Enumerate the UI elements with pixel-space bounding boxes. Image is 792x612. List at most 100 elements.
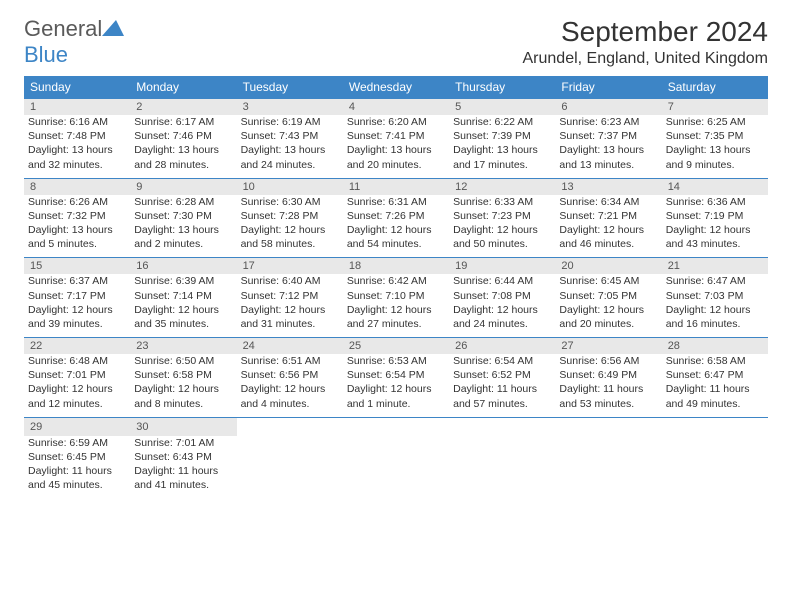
day-number-cell: 4 (343, 99, 449, 116)
day-header: Friday (555, 76, 661, 99)
day-info: Sunrise: 6:19 AMSunset: 7:43 PMDaylight:… (241, 115, 339, 172)
header: General Blue September 2024 Arundel, Eng… (24, 16, 768, 68)
day-header: Tuesday (237, 76, 343, 99)
day-info: Sunrise: 6:16 AMSunset: 7:48 PMDaylight:… (28, 115, 126, 172)
location: Arundel, England, United Kingdom (523, 50, 769, 68)
day-header-row: SundayMondayTuesdayWednesdayThursdayFrid… (24, 76, 768, 99)
day-info: Sunrise: 6:42 AMSunset: 7:10 PMDaylight:… (347, 274, 445, 331)
day-number-cell: 13 (555, 178, 661, 195)
day-info: Sunrise: 6:59 AMSunset: 6:45 PMDaylight:… (28, 436, 126, 493)
day-cell: Sunrise: 6:58 AMSunset: 6:47 PMDaylight:… (662, 354, 768, 417)
day-cell: Sunrise: 6:19 AMSunset: 7:43 PMDaylight:… (237, 115, 343, 178)
day-number-cell: 14 (662, 178, 768, 195)
day-cell: Sunrise: 6:23 AMSunset: 7:37 PMDaylight:… (555, 115, 661, 178)
day-cell: Sunrise: 6:16 AMSunset: 7:48 PMDaylight:… (24, 115, 130, 178)
logo-main: General (24, 16, 102, 41)
day-info: Sunrise: 6:54 AMSunset: 6:52 PMDaylight:… (453, 354, 551, 411)
day-info: Sunrise: 6:33 AMSunset: 7:23 PMDaylight:… (453, 195, 551, 252)
day-number-cell: 2 (130, 99, 236, 116)
day-cell: Sunrise: 6:33 AMSunset: 7:23 PMDaylight:… (449, 195, 555, 258)
week-info-row: Sunrise: 6:26 AMSunset: 7:32 PMDaylight:… (24, 195, 768, 258)
day-number-cell: 17 (237, 258, 343, 275)
day-cell: Sunrise: 6:25 AMSunset: 7:35 PMDaylight:… (662, 115, 768, 178)
day-cell: Sunrise: 6:47 AMSunset: 7:03 PMDaylight:… (662, 274, 768, 337)
day-cell (343, 436, 449, 499)
logo: General Blue (24, 16, 124, 68)
day-header: Saturday (662, 76, 768, 99)
day-number-cell: 26 (449, 338, 555, 355)
day-cell: Sunrise: 6:50 AMSunset: 6:58 PMDaylight:… (130, 354, 236, 417)
calendar-table: SundayMondayTuesdayWednesdayThursdayFrid… (24, 76, 768, 498)
day-info: Sunrise: 7:01 AMSunset: 6:43 PMDaylight:… (134, 436, 232, 493)
title-block: September 2024 Arundel, England, United … (523, 16, 769, 68)
day-info: Sunrise: 6:44 AMSunset: 7:08 PMDaylight:… (453, 274, 551, 331)
week-info-row: Sunrise: 6:16 AMSunset: 7:48 PMDaylight:… (24, 115, 768, 178)
day-header: Thursday (449, 76, 555, 99)
day-number-cell (555, 417, 661, 436)
day-number-cell: 30 (130, 417, 236, 436)
day-number-cell: 7 (662, 99, 768, 116)
day-number-cell: 24 (237, 338, 343, 355)
logo-sub: Blue (24, 42, 68, 67)
day-cell: Sunrise: 6:28 AMSunset: 7:30 PMDaylight:… (130, 195, 236, 258)
day-cell: Sunrise: 6:54 AMSunset: 6:52 PMDaylight:… (449, 354, 555, 417)
day-cell: Sunrise: 6:30 AMSunset: 7:28 PMDaylight:… (237, 195, 343, 258)
day-info: Sunrise: 6:39 AMSunset: 7:14 PMDaylight:… (134, 274, 232, 331)
day-number-cell: 3 (237, 99, 343, 116)
day-cell: Sunrise: 6:45 AMSunset: 7:05 PMDaylight:… (555, 274, 661, 337)
day-number-cell (237, 417, 343, 436)
day-info: Sunrise: 6:20 AMSunset: 7:41 PMDaylight:… (347, 115, 445, 172)
logo-text: General Blue (24, 16, 124, 68)
day-info: Sunrise: 6:17 AMSunset: 7:46 PMDaylight:… (134, 115, 232, 172)
week-info-row: Sunrise: 6:59 AMSunset: 6:45 PMDaylight:… (24, 436, 768, 499)
day-info: Sunrise: 6:53 AMSunset: 6:54 PMDaylight:… (347, 354, 445, 411)
day-info: Sunrise: 6:23 AMSunset: 7:37 PMDaylight:… (559, 115, 657, 172)
day-cell: Sunrise: 6:20 AMSunset: 7:41 PMDaylight:… (343, 115, 449, 178)
week-info-row: Sunrise: 6:37 AMSunset: 7:17 PMDaylight:… (24, 274, 768, 337)
day-cell (449, 436, 555, 499)
day-info: Sunrise: 6:48 AMSunset: 7:01 PMDaylight:… (28, 354, 126, 411)
week-num-row: 1234567 (24, 99, 768, 116)
day-cell: Sunrise: 6:34 AMSunset: 7:21 PMDaylight:… (555, 195, 661, 258)
week-num-row: 891011121314 (24, 178, 768, 195)
day-info: Sunrise: 6:51 AMSunset: 6:56 PMDaylight:… (241, 354, 339, 411)
day-header: Monday (130, 76, 236, 99)
day-number-cell: 18 (343, 258, 449, 275)
day-info: Sunrise: 6:36 AMSunset: 7:19 PMDaylight:… (666, 195, 764, 252)
day-number-cell (343, 417, 449, 436)
logo-triangle-icon (102, 20, 124, 41)
day-info: Sunrise: 6:26 AMSunset: 7:32 PMDaylight:… (28, 195, 126, 252)
day-number-cell: 20 (555, 258, 661, 275)
day-cell: Sunrise: 6:31 AMSunset: 7:26 PMDaylight:… (343, 195, 449, 258)
day-number-cell: 23 (130, 338, 236, 355)
day-info: Sunrise: 6:31 AMSunset: 7:26 PMDaylight:… (347, 195, 445, 252)
day-header: Sunday (24, 76, 130, 99)
day-cell: Sunrise: 6:53 AMSunset: 6:54 PMDaylight:… (343, 354, 449, 417)
day-info: Sunrise: 6:50 AMSunset: 6:58 PMDaylight:… (134, 354, 232, 411)
day-info: Sunrise: 6:58 AMSunset: 6:47 PMDaylight:… (666, 354, 764, 411)
day-cell: Sunrise: 6:48 AMSunset: 7:01 PMDaylight:… (24, 354, 130, 417)
day-info: Sunrise: 6:22 AMSunset: 7:39 PMDaylight:… (453, 115, 551, 172)
day-info: Sunrise: 6:28 AMSunset: 7:30 PMDaylight:… (134, 195, 232, 252)
day-cell: Sunrise: 6:22 AMSunset: 7:39 PMDaylight:… (449, 115, 555, 178)
day-cell: Sunrise: 6:44 AMSunset: 7:08 PMDaylight:… (449, 274, 555, 337)
day-info: Sunrise: 6:34 AMSunset: 7:21 PMDaylight:… (559, 195, 657, 252)
day-number-cell: 29 (24, 417, 130, 436)
day-cell: Sunrise: 7:01 AMSunset: 6:43 PMDaylight:… (130, 436, 236, 499)
day-number-cell: 5 (449, 99, 555, 116)
day-cell: Sunrise: 6:40 AMSunset: 7:12 PMDaylight:… (237, 274, 343, 337)
week-num-row: 2930 (24, 417, 768, 436)
day-info: Sunrise: 6:25 AMSunset: 7:35 PMDaylight:… (666, 115, 764, 172)
day-info: Sunrise: 6:40 AMSunset: 7:12 PMDaylight:… (241, 274, 339, 331)
day-info: Sunrise: 6:45 AMSunset: 7:05 PMDaylight:… (559, 274, 657, 331)
day-number-cell: 28 (662, 338, 768, 355)
day-cell: Sunrise: 6:51 AMSunset: 6:56 PMDaylight:… (237, 354, 343, 417)
week-info-row: Sunrise: 6:48 AMSunset: 7:01 PMDaylight:… (24, 354, 768, 417)
day-info: Sunrise: 6:37 AMSunset: 7:17 PMDaylight:… (28, 274, 126, 331)
day-info: Sunrise: 6:56 AMSunset: 6:49 PMDaylight:… (559, 354, 657, 411)
day-number-cell: 8 (24, 178, 130, 195)
day-cell (555, 436, 661, 499)
day-number-cell: 15 (24, 258, 130, 275)
day-info: Sunrise: 6:47 AMSunset: 7:03 PMDaylight:… (666, 274, 764, 331)
day-number-cell: 6 (555, 99, 661, 116)
